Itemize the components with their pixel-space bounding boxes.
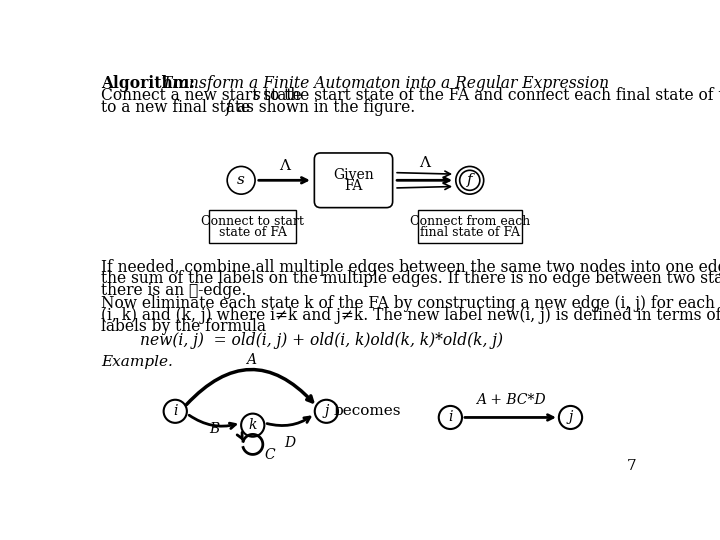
Text: state of FA: state of FA — [219, 226, 287, 239]
Text: as shown in the figure.: as shown in the figure. — [232, 99, 415, 116]
Text: f: f — [225, 99, 231, 116]
Text: Λ: Λ — [419, 156, 430, 170]
Text: Connect from each: Connect from each — [410, 214, 530, 228]
Text: Connect to start: Connect to start — [202, 214, 304, 228]
Text: 7: 7 — [626, 459, 636, 473]
Text: FA: FA — [344, 179, 363, 193]
Text: i: i — [448, 410, 453, 424]
Text: A: A — [246, 353, 256, 367]
Text: f: f — [467, 173, 472, 187]
Text: If needed, combine all multiple edges between the same two nodes into one edge w: If needed, combine all multiple edges be… — [101, 259, 720, 276]
Text: Given: Given — [333, 168, 374, 182]
Text: Now eliminate each state k of the FA by constructing a new edge (i, j) for each : Now eliminate each state k of the FA by … — [101, 295, 720, 312]
Text: labels by the formula: labels by the formula — [101, 318, 266, 335]
Text: to the start state of the FA and connect each final state of the FA: to the start state of the FA and connect… — [259, 87, 720, 104]
Text: Algorithm:: Algorithm: — [101, 75, 194, 92]
Text: s: s — [237, 173, 245, 187]
Text: final state of FA: final state of FA — [420, 226, 520, 239]
Text: j: j — [324, 404, 328, 418]
Text: the sum of the labels on the multiple edges. If there is no edge between two sta: the sum of the labels on the multiple ed… — [101, 271, 720, 287]
Text: i: i — [173, 404, 178, 418]
Text: k: k — [248, 418, 257, 432]
Text: C: C — [264, 448, 275, 462]
Text: becomes: becomes — [333, 404, 401, 418]
Text: to a new final state: to a new final state — [101, 99, 255, 116]
FancyBboxPatch shape — [210, 211, 296, 242]
Text: D: D — [284, 436, 295, 450]
Text: A + BC*D: A + BC*D — [476, 393, 545, 407]
Text: Λ: Λ — [279, 159, 290, 173]
Text: new(i, j)  = old(i, j) + old(i, k)old(k, k)*old(k, j): new(i, j) = old(i, j) + old(i, k)old(k, … — [101, 332, 503, 349]
Text: Transform a Finite Automaton into a Regular Expression: Transform a Finite Automaton into a Regu… — [157, 75, 609, 92]
Text: Connect a new start state: Connect a new start state — [101, 87, 306, 104]
FancyBboxPatch shape — [418, 211, 522, 242]
Text: (i, k) and (k, j) where i≠k and j≠k. The new label new(i, j) is defined in terms: (i, k) and (k, j) where i≠k and j≠k. The… — [101, 307, 720, 323]
Text: j: j — [568, 410, 572, 424]
Text: there is an ∅-edge.: there is an ∅-edge. — [101, 282, 246, 299]
Text: B: B — [209, 422, 219, 436]
Text: s: s — [253, 87, 261, 104]
FancyBboxPatch shape — [315, 153, 392, 208]
Text: Example.: Example. — [101, 355, 173, 369]
